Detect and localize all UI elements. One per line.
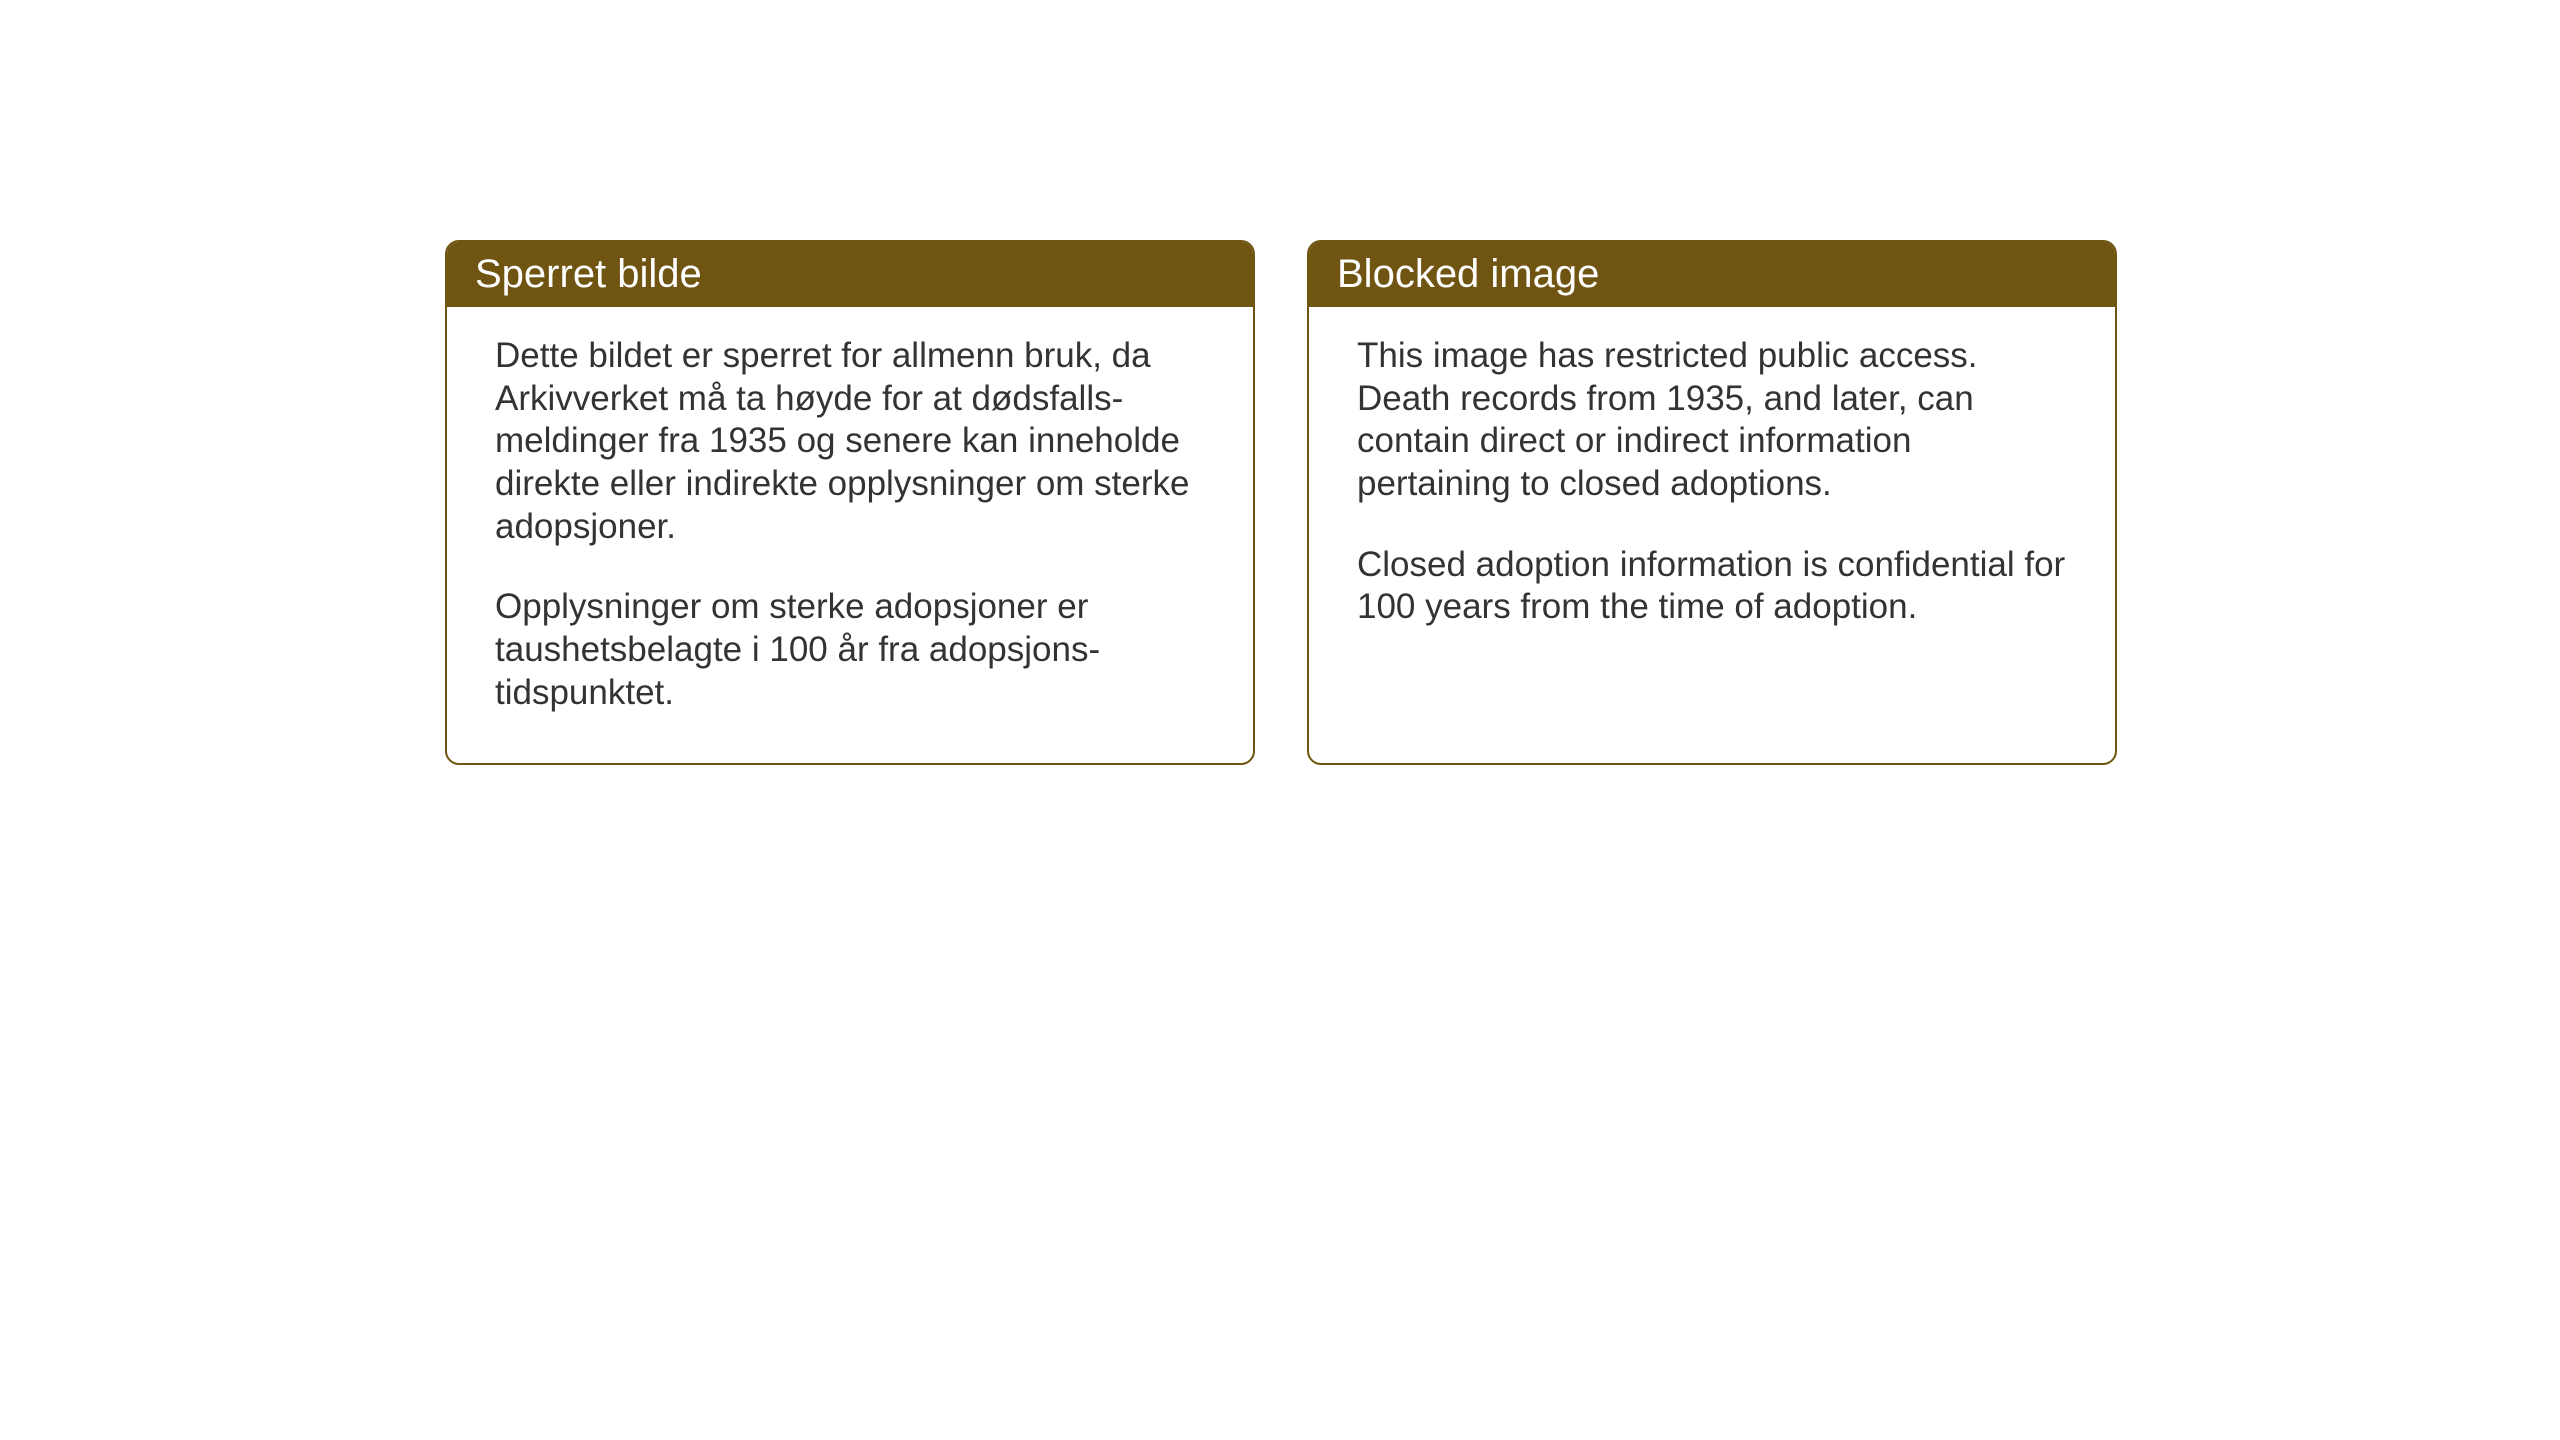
notice-container: Sperret bilde Dette bildet er sperret fo… [445, 240, 2117, 765]
english-paragraph-1: This image has restricted public access.… [1357, 335, 2067, 506]
english-paragraph-2: Closed adoption information is confident… [1357, 544, 2067, 629]
english-card-body: This image has restricted public access.… [1309, 307, 2115, 677]
english-card-title: Blocked image [1309, 242, 2115, 307]
norwegian-card-title: Sperret bilde [447, 242, 1253, 307]
norwegian-paragraph-2: Opplysninger om sterke adopsjoner er tau… [495, 586, 1205, 714]
norwegian-paragraph-1: Dette bildet er sperret for allmenn bruk… [495, 335, 1205, 548]
english-notice-card: Blocked image This image has restricted … [1307, 240, 2117, 765]
norwegian-notice-card: Sperret bilde Dette bildet er sperret fo… [445, 240, 1255, 765]
norwegian-card-body: Dette bildet er sperret for allmenn bruk… [447, 307, 1253, 763]
